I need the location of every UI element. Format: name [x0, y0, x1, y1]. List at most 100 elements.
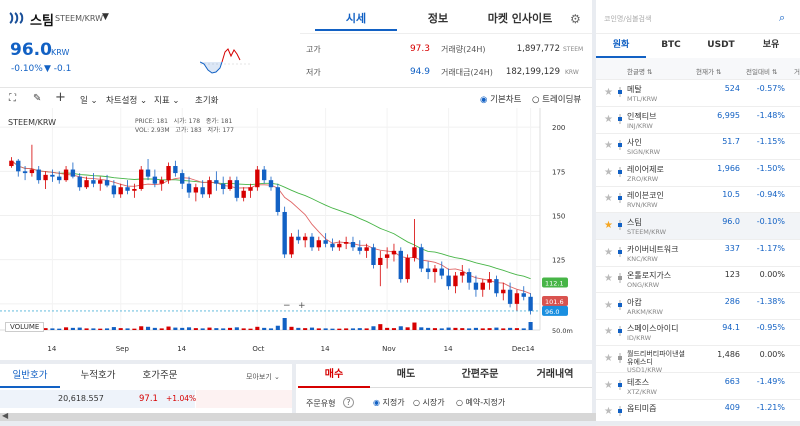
x-tick-label: Sep: [116, 345, 130, 353]
fullscreen-icon[interactable]: ⛶: [9, 93, 16, 104]
tab-buy[interactable]: 매수: [298, 364, 370, 388]
favorite-star-icon[interactable]: ★: [604, 166, 613, 178]
coin-list-item[interactable]: ★ 사인 SIGN/KRW 51.7 -1.15%: [596, 133, 800, 161]
crosshair-icon[interactable]: +: [55, 90, 66, 105]
coin-korean-name: 레이어제로: [627, 164, 664, 174]
favorite-star-icon[interactable]: ★: [604, 193, 613, 205]
candle-body: [159, 180, 164, 184]
coin-list-item[interactable]: ★ 온톨로지가스 ONG/KRW 123 0.00%: [596, 266, 800, 294]
reset-button[interactable]: 초기화: [195, 96, 219, 106]
period-label: 일: [80, 96, 88, 106]
coin-search-input[interactable]: [596, 0, 800, 34]
coin-price: 51.7: [722, 137, 740, 147]
coin-list-item[interactable]: ★ 스팀 STEEM/KRW 96.0 -0.10%: [596, 213, 800, 240]
orderbook-qty: 20,618.557: [58, 394, 104, 403]
tab-cumulative[interactable]: 누적호가: [80, 370, 116, 381]
candle-body: [282, 211, 287, 255]
y-tick-label: 125: [552, 257, 565, 265]
coin-list-item[interactable]: ★ 레이어제로 ZRO/KRW 1,966 -1.50%: [596, 160, 800, 187]
volume-bar: [84, 328, 89, 330]
volume-bar: [159, 328, 164, 330]
tab-trade-history[interactable]: 거래내역: [518, 364, 592, 388]
settings-gear-icon[interactable]: ⚙: [570, 12, 581, 26]
col-price-header[interactable]: 현재가 ⇅: [696, 68, 722, 76]
horizontal-scrollbar[interactable]: [0, 413, 800, 421]
volume-bar: [303, 328, 308, 330]
tab-info[interactable]: 정보: [427, 12, 449, 25]
favorite-star-icon[interactable]: ★: [604, 299, 613, 311]
chart-settings-dropdown[interactable]: 차트설정 ⌄: [106, 94, 147, 106]
candle-body: [309, 236, 315, 248]
coin-price: 96.0: [722, 217, 740, 226]
favorite-star-icon[interactable]: ★: [604, 353, 613, 364]
mini-candle-icon: [617, 299, 623, 310]
coin-list-item[interactable]: ★ 스페이스아이디 ID/KRW 94.1 -0.95%: [596, 319, 800, 347]
col-extra-header[interactable]: 거: [794, 68, 800, 76]
coin-list-item[interactable]: ★ 테조스 XTZ/KRW 663 -1.49%: [596, 373, 800, 400]
indicators-dropdown[interactable]: 지표 ⌄: [154, 94, 179, 106]
list-header: [596, 58, 800, 80]
candlestick-chart[interactable]: 20017515012510014Sep14Oct14Nov14Dec1450.…: [0, 108, 592, 356]
favorite-star-icon[interactable]: ★: [604, 326, 613, 338]
info-open-label: 시가:: [173, 118, 187, 125]
coin-korean-name: 월드리버티파이낸셜유에스디: [627, 350, 685, 366]
favorite-star-icon[interactable]: ★: [604, 87, 613, 98]
radio-market[interactable]: ○ 시장가: [413, 397, 445, 408]
candle-body: [200, 187, 205, 195]
volume-bar: [323, 328, 328, 330]
tab-sell[interactable]: 매도: [370, 364, 442, 388]
tab-simple-order[interactable]: 간편주문: [442, 364, 518, 388]
favorite-star-icon[interactable]: ★: [604, 220, 613, 231]
coin-symbol: ONG/KRW: [627, 281, 660, 290]
radio-reserve[interactable]: ○ 예약-지정가: [456, 397, 505, 408]
coin-select-caret-icon[interactable]: ▼: [102, 12, 109, 22]
tradingview-radio[interactable]: ○ 트레이딩뷰: [532, 93, 581, 105]
orderbook-row-price[interactable]: [196, 390, 292, 408]
search-placeholder: 코인명/심볼검색: [604, 15, 652, 23]
coin-list-item[interactable]: ★ 카이버네트워크 KNC/KRW 337 -1.17%: [596, 240, 800, 267]
candle-body: [16, 160, 21, 172]
coin-list-item[interactable]: ★ 월드리버티파이낸셜유에스디 USD1/KRW 1,486 0.00%: [596, 346, 800, 374]
chart-pair-label: STEEM/KRW: [8, 118, 57, 127]
zoom-minus-button[interactable]: −: [283, 301, 291, 311]
coin-list-item[interactable]: ★ 레이븐코인 RVN/KRW 10.5 -0.94%: [596, 186, 800, 214]
radio-limit[interactable]: ◉ 지정가: [373, 397, 405, 408]
basic-chart-radio[interactable]: ◉ 기본차트: [480, 93, 521, 105]
volume-bar: [460, 328, 465, 330]
volume-bar: [514, 328, 519, 330]
coin-list-item[interactable]: ★ 아캄 ARKM/KRW 286 -1.38%: [596, 293, 800, 320]
volume-bar: [139, 326, 144, 330]
tab-market-price[interactable]: 시세: [315, 7, 397, 31]
volume-bar: [193, 328, 198, 330]
market-tab-holdings[interactable]: 보유: [762, 40, 780, 50]
coin-list-item[interactable]: ★ 인젝티브 INJ/KRW 6,995 -1.48%: [596, 107, 800, 134]
view-all-dropdown[interactable]: 모아보기 ⌄: [246, 372, 280, 382]
market-tab-krw[interactable]: 원화: [596, 34, 646, 58]
tab-market-insight[interactable]: 마켓 인사이트: [487, 12, 553, 25]
coin-list-item[interactable]: ★ 메탈 MTL/KRW 524 -0.57%: [596, 80, 800, 107]
candle-body: [371, 247, 376, 265]
favorite-star-icon[interactable]: ★: [604, 406, 613, 418]
help-icon[interactable]: ?: [343, 397, 354, 408]
volume-unit: STEEM: [563, 46, 584, 53]
favorite-star-icon[interactable]: ★: [604, 113, 613, 125]
market-tab-usdt[interactable]: USDT: [707, 40, 735, 50]
favorite-star-icon[interactable]: ★: [604, 379, 613, 391]
coin-korean-name: 레이븐코인: [627, 191, 664, 201]
tab-by-order[interactable]: 호가주문: [142, 370, 178, 381]
pencil-icon[interactable]: ✎: [33, 93, 42, 104]
volume-bar: [432, 328, 437, 330]
period-dropdown[interactable]: 일 ⌄: [80, 94, 98, 106]
col-name-header[interactable]: 한글명 ⇅: [627, 68, 653, 76]
coin-list-item[interactable]: ★ 옵티미즘 409 -1.21%: [596, 399, 800, 426]
col-change-header[interactable]: 전일대비 ⇅: [746, 68, 778, 76]
favorite-star-icon[interactable]: ★: [604, 246, 613, 258]
search-icon[interactable]: ⌕: [779, 11, 786, 24]
favorite-star-icon[interactable]: ★: [604, 140, 613, 152]
favorite-star-icon[interactable]: ★: [604, 273, 613, 285]
market-tab-btc[interactable]: BTC: [661, 40, 681, 50]
scroll-left-icon[interactable]: ◀: [2, 411, 9, 420]
zoom-plus-button[interactable]: +: [298, 301, 306, 311]
tab-orderbook[interactable]: 일반호가: [0, 366, 60, 388]
last-price-tag-bg: [542, 305, 568, 316]
